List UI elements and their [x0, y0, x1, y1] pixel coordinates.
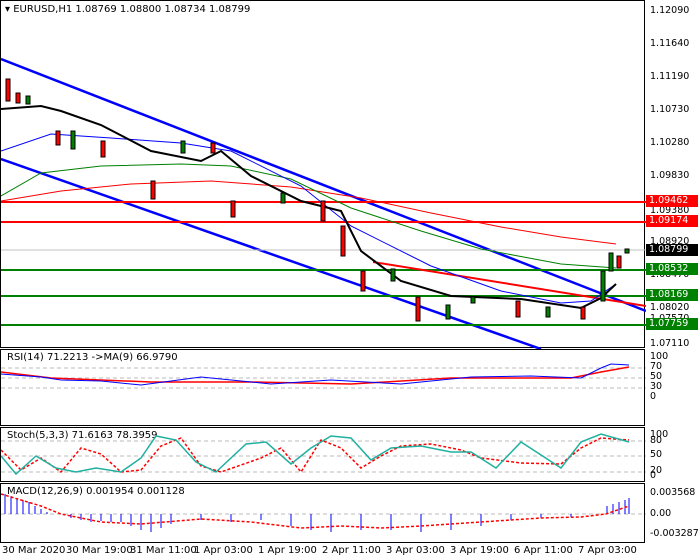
stoch-level: 0 [650, 470, 657, 481]
price-label: 1.10730 [650, 104, 690, 115]
time-label: 3 Apr 19:00 [450, 545, 509, 556]
price-label: 1.08020 [650, 302, 690, 313]
time-label: 31 Mar 11:00 [130, 545, 197, 556]
macd-level: 0.003568 [650, 487, 696, 498]
rsi-level: 50 [650, 371, 663, 382]
price-axis: 1.12090 1.11640 1.11190 1.10730 1.10280 … [645, 0, 700, 349]
current-price-tag: 1.08799 [646, 244, 698, 256]
macd-label: MACD(12,26,9) 0.001954 0.001128 [7, 486, 185, 497]
price-label: 1.09830 [650, 170, 690, 181]
stoch-plot [1, 433, 646, 476]
stoch-level: 100 [650, 429, 669, 440]
time-label: 6 Apr 11:00 [514, 545, 573, 556]
stoch-panel[interactable]: Stoch(5,3,3) 71.6163 78.3959 [0, 427, 646, 482]
time-label: 30 Mar 2020 [2, 545, 66, 556]
stoch-level: 50 [650, 449, 663, 460]
resistance-tag-1: 1.09462 [646, 195, 698, 207]
time-label: 30 Mar 19:00 [66, 545, 133, 556]
price-label: 1.11640 [650, 38, 690, 49]
time-label: 3 Apr 03:00 [386, 545, 445, 556]
support-tag-3: 1.07759 [646, 318, 698, 330]
stoch-axis: 100 80 50 20 0 [645, 427, 700, 482]
rsi-level: 70 [650, 361, 663, 372]
resistance-tag-2: 1.09174 [646, 215, 698, 227]
chart-title: ▾ EURUSD,H1 1.08769 1.08800 1.08734 1.08… [5, 4, 251, 15]
macd-axis: 0.003568 0.00 -0.003287 [645, 483, 700, 543]
candles [5, 78, 630, 322]
price-chart-panel[interactable]: ▾ EURUSD,H1 1.08769 1.08800 1.08734 1.08… [0, 0, 646, 349]
price-label: 1.09380 [650, 205, 690, 216]
price-label: 1.12090 [650, 5, 690, 16]
time-label: 2 Apr 11:00 [322, 545, 381, 556]
price-label: 1.08920 [650, 236, 690, 247]
price-label: 1.10280 [650, 137, 690, 148]
rsi-label: RSI(14) 71.2213 ->MA(9) 66.9790 [7, 352, 178, 363]
time-label: 1 Apr 03:00 [194, 545, 253, 556]
price-plot [1, 57, 646, 349]
symbol-ohlc: EURUSD,H1 1.08769 1.08800 1.08734 1.0879… [13, 4, 251, 15]
rsi-level: 30 [650, 381, 663, 392]
price-label: 1.11190 [650, 71, 690, 82]
price-label: 1.07110 [650, 338, 690, 349]
stoch-level: 80 [650, 435, 663, 446]
rsi-panel[interactable]: RSI(14) 71.2213 ->MA(9) 66.9790 [0, 349, 646, 426]
support-tag-2: 1.08169 [646, 289, 698, 301]
stoch-label: Stoch(5,3,3) 71.6163 78.3959 [7, 430, 158, 441]
rsi-plot [1, 363, 646, 389]
support-tag-1: 1.08532 [646, 263, 698, 275]
macd-plot [1, 493, 646, 532]
time-label: 1 Apr 19:00 [258, 545, 317, 556]
macd-level: -0.003287 [650, 528, 699, 539]
rsi-level: 100 [650, 351, 669, 362]
rsi-level: 0 [650, 391, 657, 402]
macd-panel[interactable]: MACD(12,26,9) 0.001954 0.001128 [0, 483, 646, 543]
stoch-level: 20 [650, 465, 663, 476]
macd-level: 0.00 [650, 508, 672, 519]
rsi-axis: 100 70 50 30 0 [645, 349, 700, 426]
time-label: 7 Apr 03:00 [578, 545, 637, 556]
